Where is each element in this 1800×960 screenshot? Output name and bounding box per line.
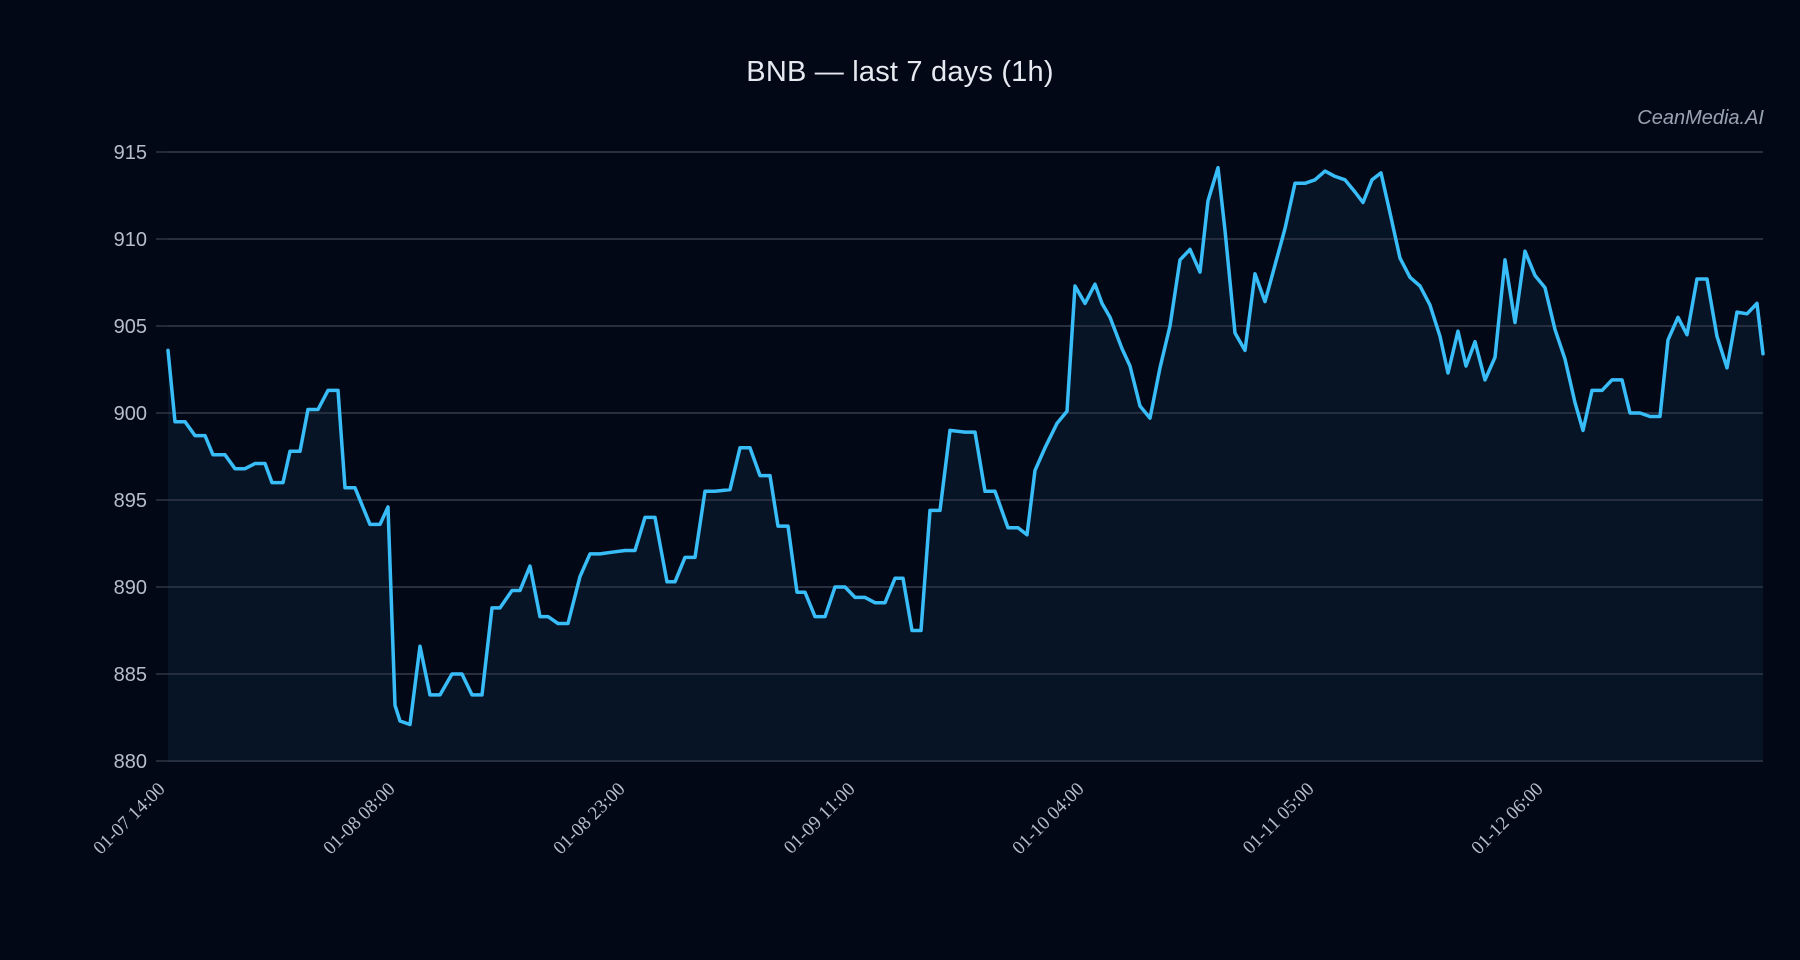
chart-title: BNB — last 7 days (1h) [746, 56, 1054, 88]
y-tick-label: 905 [114, 316, 147, 338]
y-tick-label: 895 [114, 490, 147, 512]
x-tick-label: 01-12 06:00 [1467, 779, 1547, 859]
x-tick-label: 01-07 14:00 [89, 779, 169, 859]
y-tick-label: 885 [114, 664, 147, 686]
y-tick-label: 915 [114, 142, 147, 164]
y-tick-label: 880 [114, 751, 147, 773]
y-grid-overlay [168, 151, 1763, 762]
y-tick-label: 890 [114, 577, 147, 599]
area-fill [168, 167, 1763, 761]
x-axis-labels: 01-07 14:00 01-08 08:00 01-08 23:00 01-09 1… [89, 779, 1547, 859]
price-line [166, 165, 1765, 727]
x-tick-label: 01-09 11:00 [780, 779, 860, 859]
y-axis-labels: 880 885 890 895 900 905 910 915 [114, 142, 147, 773]
x-tick-label: 01-11 05:00 [1239, 779, 1319, 859]
watermark: CeanMedia.AI [1637, 107, 1764, 129]
y-tick-label: 910 [114, 229, 147, 251]
x-tick-label: 01-08 08:00 [319, 779, 399, 859]
x-tick-label: 01-10 04:00 [1008, 779, 1088, 859]
x-tick-label: 01-08 23:00 [549, 779, 629, 859]
y-tick-label: 900 [114, 403, 147, 425]
